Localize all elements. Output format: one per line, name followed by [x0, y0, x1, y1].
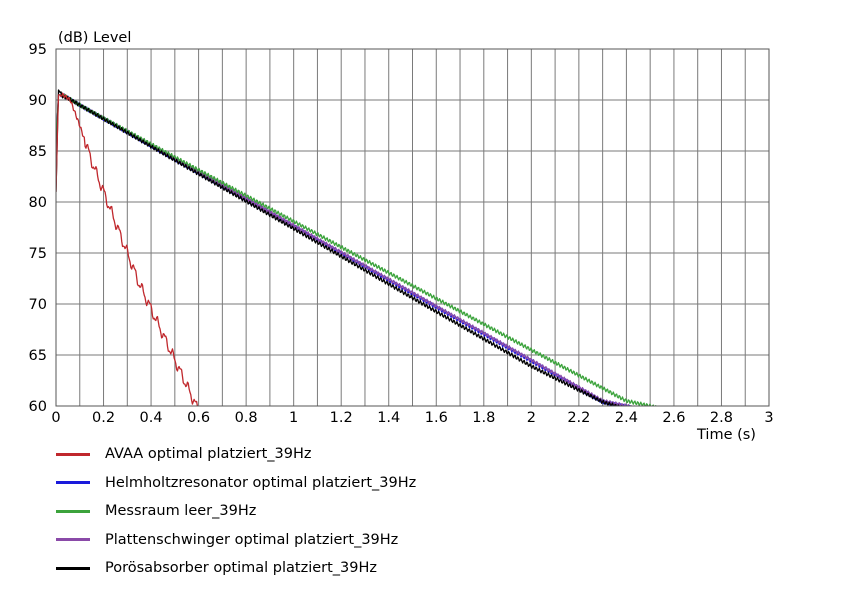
legend-item: Messraum leer_39Hz — [56, 497, 416, 526]
x-axis-title: Time (s) — [696, 427, 756, 443]
legend-item: Porösabsorber optimal platziert_39Hz — [56, 554, 416, 583]
legend-label: Helmholtzresonator optimal platziert_39H… — [105, 474, 417, 491]
y-tick-label: 70 — [29, 297, 47, 313]
series-line — [56, 92, 660, 406]
x-tick-label: 2 — [527, 410, 536, 426]
x-tick-label: 2.8 — [710, 410, 733, 426]
x-tick-label: 0.2 — [92, 410, 115, 426]
grid — [55, 48, 770, 407]
x-tick-label: 1.2 — [330, 410, 353, 426]
tick-labels: 0 0.2 0.4 0.6 0.8 1 1.2 1.4 1.6 1.8 2 2.2 2.4 2.6 2.8 3… — [29, 42, 774, 426]
series-line — [56, 89, 623, 406]
legend: AVAA optimal platziert_39Hz Helmholtzreso… — [56, 440, 416, 583]
legend-label: Plattenschwinger optimal platziert_39Hz — [105, 531, 399, 548]
x-tick-label: 0.8 — [235, 410, 258, 426]
y-tick-label: 90 — [29, 93, 47, 109]
y-tick-label: 60 — [29, 399, 47, 415]
y-tick-label: 95 — [29, 42, 47, 58]
legend-swatch — [56, 509, 90, 513]
x-tick-label: 1 — [289, 410, 298, 426]
x-tick-label: 2.6 — [662, 410, 685, 426]
y-tick-label: 65 — [29, 348, 47, 364]
legend-label: Messraum leer_39Hz — [105, 503, 257, 520]
legend-item: Plattenschwinger optimal platziert_39Hz — [56, 526, 416, 555]
legend-label: Porösabsorber optimal platziert_39Hz — [105, 560, 378, 577]
y-tick-label: 75 — [29, 246, 47, 262]
x-tick-label: 0.6 — [187, 410, 210, 426]
series-line — [56, 92, 199, 406]
legend-item: Helmholtzresonator optimal platziert_39H… — [56, 469, 416, 498]
x-tick-label: 1.6 — [425, 410, 448, 426]
x-tick-label: 2.2 — [567, 410, 590, 426]
y-tick-label: 85 — [29, 144, 47, 160]
x-tick-label: 1.4 — [377, 410, 400, 426]
plot-frame — [55, 48, 770, 407]
series-line — [56, 92, 636, 406]
x-tick-label: 2.4 — [615, 410, 638, 426]
legend-swatch — [56, 481, 90, 485]
y-axis-title: (dB) Level — [58, 30, 131, 46]
series-layer — [56, 89, 660, 406]
legend-item: AVAA optimal platziert_39Hz — [56, 440, 416, 469]
legend-swatch — [56, 452, 90, 456]
legend-swatch — [56, 566, 90, 570]
x-tick-label: 0 — [51, 410, 60, 426]
legend-swatch — [56, 538, 90, 542]
legend-label: AVAA optimal platziert_39Hz — [105, 446, 312, 463]
y-tick-label: 80 — [29, 195, 47, 211]
x-tick-label: 3 — [764, 410, 773, 426]
x-tick-label: 1.8 — [472, 410, 495, 426]
x-tick-label: 0.4 — [140, 410, 163, 426]
